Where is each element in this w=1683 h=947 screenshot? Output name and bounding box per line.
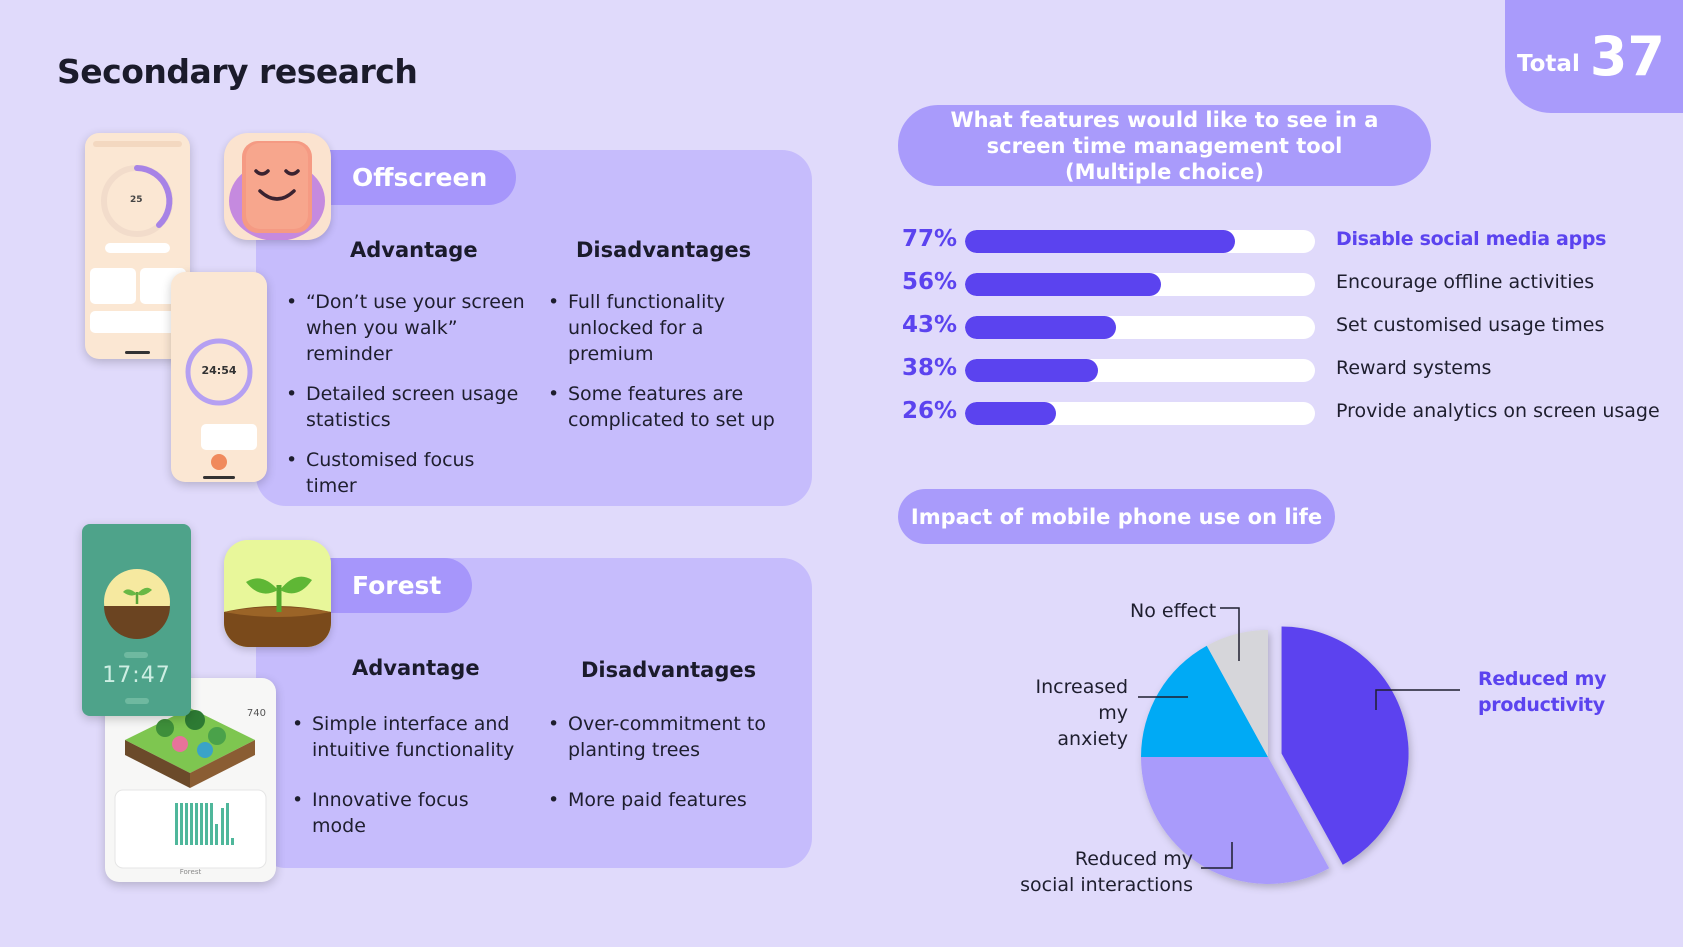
- pie-label-anxiety-line2: my anxiety: [1057, 702, 1128, 750]
- forest-sprout-icon: [224, 540, 331, 647]
- feature-bar-fill: [965, 316, 1116, 339]
- forest-name-tag: Forest: [316, 558, 472, 613]
- feature-bar-row: 77% Disable social media apps: [902, 226, 1622, 256]
- feature-bar-label: Encourage offline activities: [1336, 271, 1595, 293]
- list-item: Some features are complicated to set up: [548, 381, 790, 433]
- impact-question: Impact of mobile phone use on life: [910, 504, 1323, 529]
- offscreen-phone-2-graphic: [185, 338, 257, 479]
- page-title: Secondary research: [57, 52, 418, 91]
- feature-bar-track: [965, 359, 1315, 382]
- pie-label-productivity-line2: productivity: [1478, 694, 1605, 716]
- pie-label-social: Reduced my social interactions: [1020, 846, 1193, 898]
- features-question: What features would like to see in a scr…: [950, 107, 1379, 184]
- forest-phone-1-time: 17:47: [102, 663, 171, 688]
- pie-label-productivity: Reduced my productivity: [1478, 666, 1607, 718]
- feature-bar-track: [965, 230, 1315, 253]
- offscreen-disadvantage-heading: Disadvantages: [576, 238, 752, 262]
- feature-bar-label: Set customised usage times: [1336, 314, 1605, 336]
- offscreen-app-icon: [224, 133, 331, 240]
- feature-bar-row: 26% Provide analytics on screen usage: [902, 398, 1660, 428]
- feature-bar-fill: [965, 273, 1161, 296]
- pie-slice: [1206, 630, 1268, 757]
- list-item: Over-commitment to planting trees: [548, 711, 773, 763]
- list-item: Detailed screen usage statistics: [286, 381, 531, 433]
- leader-productivity: [1375, 689, 1460, 710]
- feature-bar-fill: [965, 359, 1098, 382]
- offscreen-disadvantages-list: Full functionality unlocked for a premiu…: [548, 289, 790, 447]
- forest-disadvantage-heading: Disadvantages: [581, 658, 757, 682]
- feature-bar-percent: 26%: [902, 398, 958, 424]
- leader-no-effect: [1220, 607, 1240, 661]
- feature-bar-percent: 43%: [902, 312, 958, 338]
- forest-advantages-list: Simple interface and intuitive functiona…: [292, 711, 527, 853]
- forest-phone-1-graphic: [104, 569, 170, 704]
- pie-label-social-line2: social interactions: [1020, 874, 1193, 896]
- offscreen-advantage-heading: Advantage: [350, 238, 478, 262]
- offscreen-phone-1-counter: 25: [130, 195, 143, 205]
- total-badge: Total 37: [1505, 0, 1683, 113]
- feature-bar-fill: [965, 402, 1056, 425]
- pie-label-anxiety: Increased my anxiety: [1030, 674, 1128, 752]
- feature-bar-label: Disable social media apps: [1336, 228, 1607, 250]
- list-item: Customised focus timer: [286, 447, 531, 499]
- forest-phone-screenshot-1: 17:47: [82, 524, 191, 716]
- offscreen-advantages-list: “Don’t use your screen when you walk” re…: [286, 289, 531, 513]
- list-item: Simple interface and intuitive functiona…: [292, 711, 527, 763]
- feature-bar-percent: 38%: [902, 355, 958, 381]
- feature-bar-track: [965, 316, 1315, 339]
- list-item: “Don’t use your screen when you walk” re…: [286, 289, 531, 367]
- pie-slice: [1281, 626, 1409, 865]
- pie-label-anxiety-line1: Increased: [1035, 676, 1128, 698]
- feature-bar-label: Reward systems: [1336, 357, 1492, 379]
- pie-label-no-effect: No effect: [1130, 600, 1217, 622]
- impact-question-pill: Impact of mobile phone use on life: [898, 489, 1335, 544]
- forest-disadvantages-list: Over-commitment to planting trees More p…: [548, 711, 773, 827]
- offscreen-name-tag: Offscreen: [316, 150, 516, 205]
- list-item: Full functionality unlocked for a premiu…: [548, 289, 790, 367]
- feature-bar-fill: [965, 230, 1235, 253]
- pie-label-social-line1: Reduced my: [1074, 848, 1193, 870]
- list-item: Innovative focus mode: [292, 787, 527, 839]
- feature-bar-label: Provide analytics on screen usage: [1336, 400, 1660, 422]
- feature-bar-percent: 77%: [902, 226, 958, 252]
- forest-name: Forest: [352, 571, 442, 600]
- pie-leader-lines: [1138, 607, 1460, 869]
- features-question-pill: What features would like to see in a scr…: [898, 105, 1431, 186]
- offscreen-phone-screenshot-1: 25: [85, 133, 190, 359]
- feature-bar-percent: 56%: [902, 269, 958, 295]
- forest-phone-2-minutes: 740: [246, 708, 266, 719]
- offscreen-face-icon: [229, 141, 325, 240]
- forest-app-icon: [224, 540, 331, 647]
- pie-label-productivity-line1: Reduced my: [1478, 668, 1607, 690]
- feature-bar-row: 43% Set customised usage times: [902, 312, 1622, 342]
- feature-bar-track: [965, 402, 1315, 425]
- total-value: 37: [1589, 25, 1665, 88]
- feature-bar-row: 38% Reward systems: [902, 355, 1622, 385]
- list-item: More paid features: [548, 787, 773, 813]
- forest-advantage-heading: Advantage: [352, 656, 480, 680]
- offscreen-phone-2-timer: 24:54: [201, 364, 237, 377]
- pie-slice: [1141, 645, 1268, 757]
- offscreen-name: Offscreen: [352, 163, 488, 192]
- leader-social: [1201, 842, 1233, 869]
- forest-phone-2-graphic: [114, 708, 267, 869]
- feature-bar-track: [965, 273, 1315, 296]
- forest-phone-2-brand: Forest: [179, 868, 202, 876]
- total-label: Total: [1517, 50, 1580, 77]
- feature-bar-row: 56% Encourage offline activities: [902, 269, 1622, 299]
- offscreen-phone-screenshot-2: 24:54: [171, 272, 267, 482]
